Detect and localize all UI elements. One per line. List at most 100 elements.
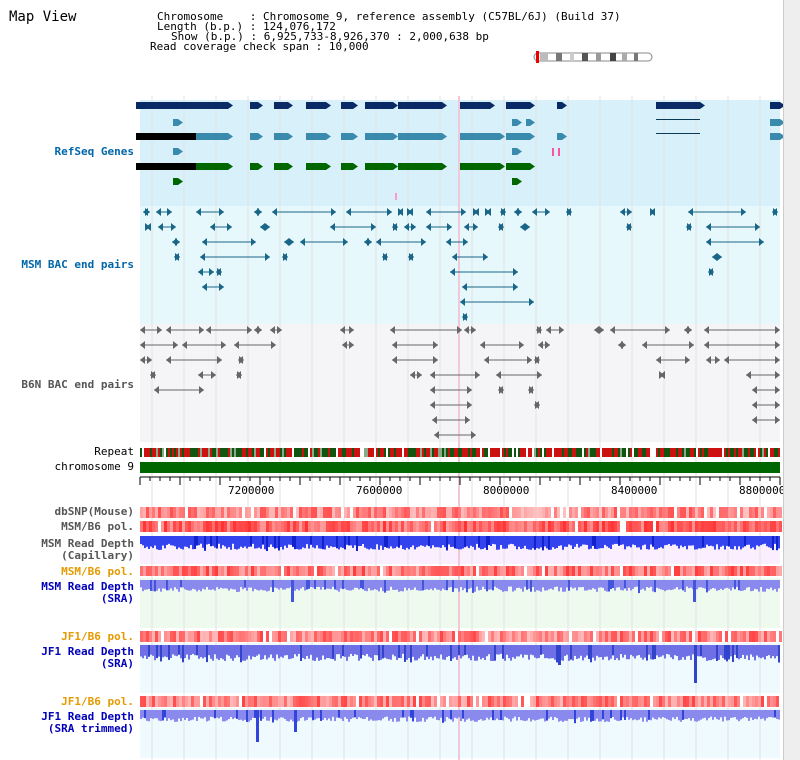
read-depth-bin [720, 710, 722, 718]
read-depth-bin [222, 645, 224, 660]
repeat-bin [212, 448, 214, 457]
polymorphism-bin [374, 631, 377, 642]
vertical-scrollbar[interactable] [783, 0, 800, 760]
track-label-b6n-bac[interactable]: B6N BAC end pairs [21, 378, 134, 391]
track-label-jf1-rdt-1[interactable]: JF1 Read Depth [41, 710, 134, 723]
read-depth-bin [568, 645, 570, 661]
repeat-bin [602, 448, 604, 457]
track-label-msm-bac[interactable]: MSM BAC end pairs [21, 258, 134, 271]
read-depth-bin [674, 710, 676, 720]
polymorphism-bin [341, 631, 344, 642]
read-depth-bin [464, 645, 466, 656]
polymorphism-bin [524, 696, 527, 707]
track-label-msm-rd-sra-1[interactable]: MSM Read Depth [41, 580, 134, 593]
read-depth-bin [264, 536, 266, 550]
read-depth-bin [580, 536, 582, 547]
read-depth-bin [488, 645, 490, 655]
polymorphism-bin [683, 521, 686, 532]
track-label-jf1-pol[interactable]: JF1/B6 pol. [61, 630, 134, 643]
polymorphism-bin [236, 507, 239, 518]
track-label-dbsnp[interactable]: dbSNP(Mouse) [54, 505, 134, 518]
polymorphism-bin [458, 631, 461, 642]
repeat-bin [344, 448, 346, 457]
read-depth-bin [648, 645, 650, 655]
polymorphism-bin [161, 521, 164, 532]
read-depth-bin [764, 710, 766, 721]
polymorphism-bin [188, 696, 191, 707]
read-depth-bin [394, 645, 396, 657]
read-depth-bin [720, 580, 722, 589]
polymorphism-bin [395, 566, 398, 576]
read-depth-bin [698, 645, 700, 657]
polymorphism-bin [143, 566, 146, 576]
msm-bac-pair-end [483, 253, 488, 261]
track-label-jf1-rd-1[interactable]: JF1 Read Depth [41, 645, 134, 658]
polymorphism-bin [467, 507, 470, 518]
repeat-bin [572, 448, 574, 457]
polymorphism-bin [464, 507, 467, 518]
read-depth-bin [422, 536, 424, 546]
polymorphism-bin [665, 521, 668, 532]
polymorphism-bin [731, 521, 734, 532]
polymorphism-bin [209, 521, 212, 532]
read-depth-bin [444, 580, 446, 590]
b6n-bac-pair-end [752, 386, 757, 394]
polymorphism-bin [737, 507, 740, 518]
track-label-msm-b6-pol-2[interactable]: MSM/B6 pol. [61, 565, 134, 578]
track-label-chromosome[interactable]: chromosome 9 [54, 460, 134, 473]
polymorphism-bin [347, 521, 350, 532]
polymorphism-bin [179, 696, 182, 707]
track-label-msm-b6-pol[interactable]: MSM/B6 pol. [61, 520, 134, 533]
polymorphism-bin [194, 631, 197, 642]
track-label-refseq[interactable]: RefSeq Genes [54, 145, 134, 158]
polymorphism-bin [722, 507, 725, 518]
read-depth-bin [628, 580, 630, 588]
track-label-msm-rd-cap-1[interactable]: MSM Read Depth [41, 537, 134, 550]
read-depth-bin [732, 645, 734, 662]
read-depth-bin [510, 580, 512, 587]
read-depth-bin [574, 710, 576, 724]
msm-bac-pair-end [175, 238, 180, 246]
read-depth-bin [436, 580, 438, 590]
read-depth-bin [608, 710, 610, 722]
polymorphism-bin [572, 566, 575, 576]
polymorphism-bin [350, 521, 353, 532]
read-depth-bin [404, 645, 406, 662]
polymorphism-bin [617, 507, 620, 518]
read-depth-bin [174, 645, 176, 656]
polymorphism-bin [656, 696, 659, 707]
read-depth-bin [198, 645, 200, 659]
msm-bac-pair-end [759, 238, 764, 246]
read-depth-bin [602, 645, 604, 660]
polymorphism-bin [557, 521, 560, 532]
read-depth-bin [650, 580, 652, 587]
msm-bac-pair-end [210, 223, 215, 231]
read-depth-bin [608, 536, 610, 548]
b6n-bac-pair-end [173, 341, 178, 349]
msm-bac-pair-end [426, 223, 431, 231]
read-depth-bin [648, 536, 650, 550]
b6n-bac-pair-end [198, 371, 203, 379]
read-depth-bin [298, 580, 300, 591]
read-depth-bin [426, 580, 428, 590]
b6n-bac-pair-end [147, 356, 152, 364]
read-depth-bin [538, 536, 540, 549]
polymorphism-bin [653, 631, 656, 642]
read-depth-bin [282, 580, 284, 590]
polymorphism-bin [506, 521, 509, 532]
b6n-bac-pair-end [234, 341, 239, 349]
show-value: 6,925,733-8,926,370 : 2,000,638 bp [263, 30, 489, 43]
ideogram-position-marker[interactable] [536, 51, 539, 63]
polymorphism-bin [431, 521, 434, 532]
polymorphism-bin [284, 507, 287, 518]
chromosome-ideogram[interactable] [530, 51, 654, 63]
read-depth-bin [344, 580, 346, 589]
read-depth-bin [742, 645, 744, 655]
track-label-jf1-pol-2[interactable]: JF1/B6 pol. [61, 695, 134, 708]
polymorphism-bin [683, 507, 686, 518]
polymorphism-bin [443, 521, 446, 532]
read-depth-bin [450, 710, 452, 720]
read-depth-bin [466, 580, 468, 593]
track-label-repeat[interactable]: Repeat [94, 445, 134, 458]
